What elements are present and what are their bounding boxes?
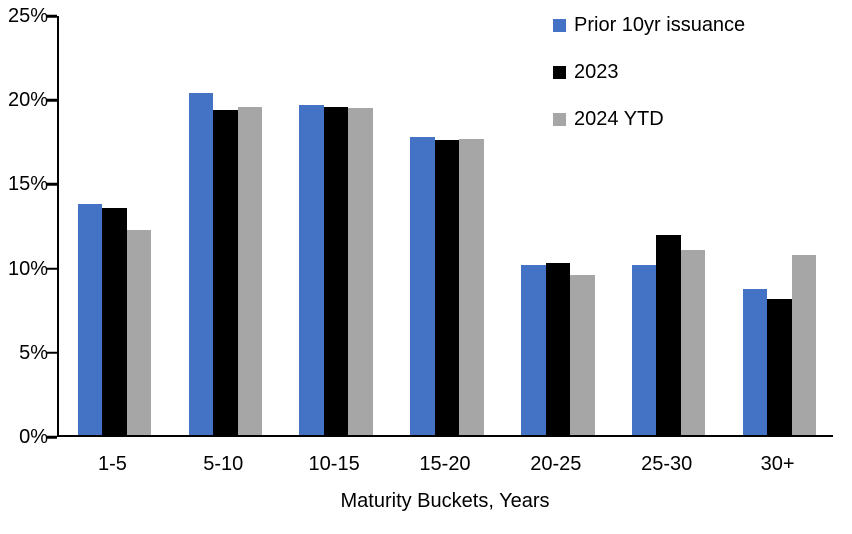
legend-marker-icon [553,65,566,79]
bar-prior-10yr-issuance-25-30 [631,264,657,435]
bar-prior-10yr-issuance-1-5 [77,204,103,435]
legend: Prior 10yr issuance 2023 2024 YTD [553,12,745,153]
x-tick-label: 5-10 [203,453,244,475]
y-tick-label: 25% [7,5,48,27]
bar-2024-ytd-20-25 [570,275,595,435]
bar-2024-ytd-5-10 [237,106,263,435]
bar-2023-25-30 [656,234,681,435]
legend-label: 2023 [574,60,619,83]
y-tick-mark [47,267,57,270]
y-tick-label: 5% [19,341,48,364]
bar-2023-10-15 [323,106,349,435]
x-tick-label: 1-5 [97,453,127,475]
y-tick-mark [47,435,57,439]
y-tick-mark [47,98,57,102]
x-tick-label: 15-20 [419,453,471,475]
legend-marker-icon [553,112,566,126]
legend-marker-icon [553,18,566,32]
y-tick-label: 10% [7,257,48,280]
bar-group-15-20 [392,16,503,435]
x-tick-label: 10-15 [308,453,360,475]
y-tick-mark [47,14,57,18]
bar-prior-10yr-issuance-5-10 [188,93,214,435]
bar-2024-ytd-1-5 [126,229,152,435]
legend-item-2024-ytd: 2024 YTD [553,106,745,132]
bar-2023-15-20 [434,140,460,435]
bar-2024-ytd-25-30 [680,249,706,435]
bar-group-10-15 [281,16,392,435]
bar-prior-10yr-issuance-20-25 [521,264,546,435]
y-tick-mark [47,183,57,186]
x-tick-label: 20-25 [530,453,582,475]
y-tick-label: 15% [7,173,48,196]
bar-prior-10yr-issuance-10-15 [299,104,324,435]
bar-2023-1-5 [102,207,127,435]
y-tick-label: 0% [19,426,48,448]
bar-group-5-10 [170,16,281,435]
legend-item-2023: 2023 [553,59,745,85]
bar-2023-5-10 [213,110,238,435]
legend-label: Prior 10yr issuance [574,13,746,36]
x-axis-title: Maturity Buckets, Years [340,490,550,512]
bar-2023-30+ [767,298,792,435]
y-tick-mark [47,351,57,355]
legend-label: 2024 YTD [574,107,664,130]
legend-item-prior-10yr-issuance: Prior 10yr issuance [553,12,745,38]
bar-2023-20-25 [545,263,571,435]
x-tick-label: 25-30 [641,453,693,475]
y-tick-label: 20% [7,89,48,112]
bar-group-1-5 [59,16,170,435]
bar-2024-ytd-30+ [791,254,817,435]
bar-2024-ytd-10-15 [348,108,373,435]
bar-2024-ytd-15-20 [459,138,484,435]
bar-prior-10yr-issuance-30+ [742,288,768,435]
bar-prior-10yr-issuance-15-20 [410,136,435,435]
x-tick-label: 30+ [760,453,795,475]
